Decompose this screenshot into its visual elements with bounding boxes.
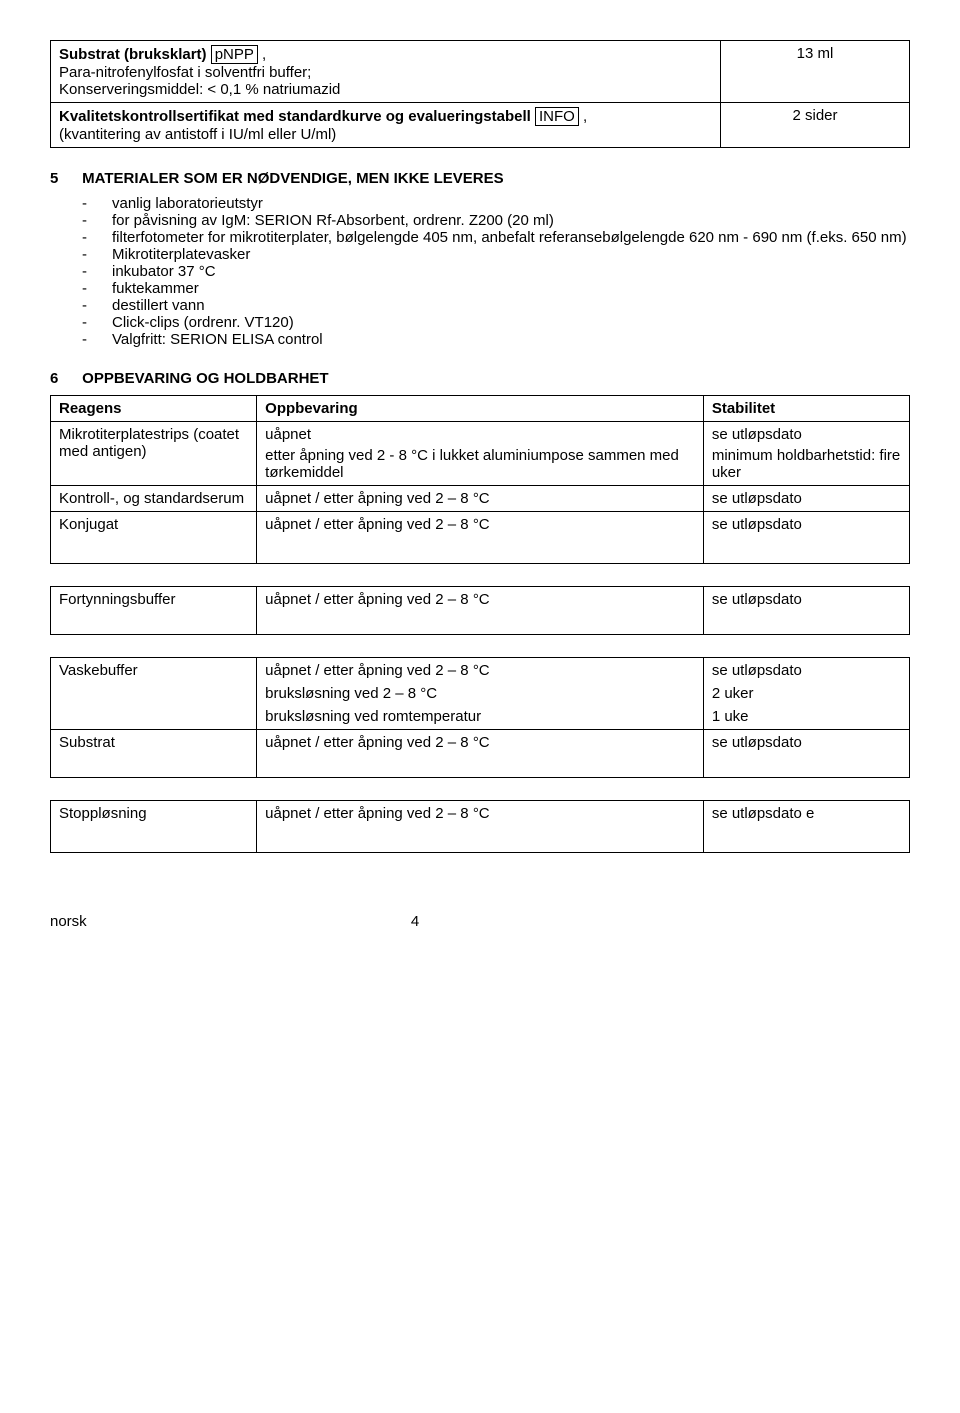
substrate-label: Substrat (bruksklart) [59,46,211,63]
materials-table-top: Substrat (bruksklart) pNPP , Para-nitrof… [50,40,910,148]
list-item: filterfotometer for mikrotiterplater, bø… [112,229,907,246]
list-item: destillert vann [112,297,205,314]
qc-cert-label: Kvalitetskontrollsertifikat med standard… [59,108,535,125]
qc-cert-cell: Kvalitetskontrollsertifikat med standard… [51,103,721,148]
dash-icon: - [82,280,112,297]
table-cell: Fortynningsbuffer [51,587,257,635]
table-cell: Vaskebuffer [51,658,257,730]
list-item: Valgfritt: SERION ELISA control [112,331,323,348]
table-cell: se utløpsdato e [703,801,909,853]
substrate-line2: Para-nitrofenylfosfat i solventfri buffe… [59,64,311,81]
table-cell: se utløpsdato [703,587,909,635]
list-item: vanlig laboratorieutstyr [112,195,263,212]
section-5-num: 5 [50,170,78,187]
table-cell: uåpnet etter åpning ved 2 - 8 °C i lukke… [257,422,704,486]
storage-table-1: Reagens Oppbevaring Stabilitet Mikrotite… [50,395,910,564]
list-item: inkubator 37 °C [112,263,216,280]
dash-icon: - [82,246,112,263]
table-cell: se utløpsdato [703,512,909,564]
table-cell: uåpnet / etter åpning ved 2 – 8 °C [257,801,704,853]
table-cell: Mikrotiterplatestrips (coatet med antige… [51,422,257,486]
substrate-volume: 13 ml [721,41,910,103]
dash-icon: - [82,331,112,348]
list-item: Click-clips (ordrenr. VT120) [112,314,294,331]
dash-icon: - [82,263,112,280]
substrate-cell: Substrat (bruksklart) pNPP , Para-nitrof… [51,41,721,103]
list-item: for påvisning av IgM: SERION Rf-Absorben… [112,212,554,229]
col-stabilitet: Stabilitet [703,396,909,422]
table-cell: uåpnet / etter åpning ved 2 – 8 °C [257,587,704,635]
list-item: fuktekammer [112,280,199,297]
section-5: 5 MATERIALER SOM ER NØDVENDIGE, MEN IKKE… [50,170,910,348]
dash-icon: - [82,229,112,246]
section-5-list: -vanlig laboratorieutstyr -for påvisning… [50,195,910,348]
storage-table-2: Fortynningsbuffer uåpnet / etter åpning … [50,586,910,635]
footer-language: norsk [50,913,87,930]
table-cell: uåpnet / etter åpning ved 2 – 8 °C [257,512,704,564]
table-cell: uåpnet / etter åpning ved 2 – 8 °C bruks… [257,658,704,730]
section-6-title: OPPBEVARING OG HOLDBARHET [82,370,328,387]
table-cell: Stoppløsning [51,801,257,853]
qc-cert-line2: (kvantitering av antistoff i IU/ml eller… [59,126,336,143]
pnpp-box: pNPP [211,45,258,64]
table-cell: se utløpsdato 2 uker 1 uke [703,658,909,730]
page-number: 4 [411,913,419,930]
dash-icon: - [82,195,112,212]
qc-comma: , [579,108,587,125]
col-oppbevaring: Oppbevaring [257,396,704,422]
storage-table-4: Stoppløsning uåpnet / etter åpning ved 2… [50,800,910,853]
table-cell: se utløpsdato minimum holdbarhetstid: fi… [703,422,909,486]
table-cell: uåpnet / etter åpning ved 2 – 8 °C [257,730,704,778]
info-box: INFO [535,107,579,126]
qc-pages: 2 sider [721,103,910,148]
storage-table-3: Vaskebuffer uåpnet / etter åpning ved 2 … [50,657,910,778]
section-6-header: 6 OPPBEVARING OG HOLDBARHET [50,370,910,387]
dash-icon: - [82,314,112,331]
page-footer: norsk 4 [50,913,910,930]
table-cell: se utløpsdato [703,486,909,512]
table-cell: Konjugat [51,512,257,564]
substrate-comma: , [258,46,266,63]
table-cell: uåpnet / etter åpning ved 2 – 8 °C [257,486,704,512]
table-cell: Substrat [51,730,257,778]
section-6-num: 6 [50,370,78,387]
dash-icon: - [82,212,112,229]
dash-icon: - [82,297,112,314]
substrate-line3: Konserveringsmiddel: < 0,1 % natriumazid [59,81,340,98]
section-5-title: MATERIALER SOM ER NØDVENDIGE, MEN IKKE L… [82,170,503,187]
table-cell: se utløpsdato [703,730,909,778]
list-item: Mikrotiterplatevasker [112,246,250,263]
table-cell: Kontroll-, og standardserum [51,486,257,512]
col-reagens: Reagens [51,396,257,422]
